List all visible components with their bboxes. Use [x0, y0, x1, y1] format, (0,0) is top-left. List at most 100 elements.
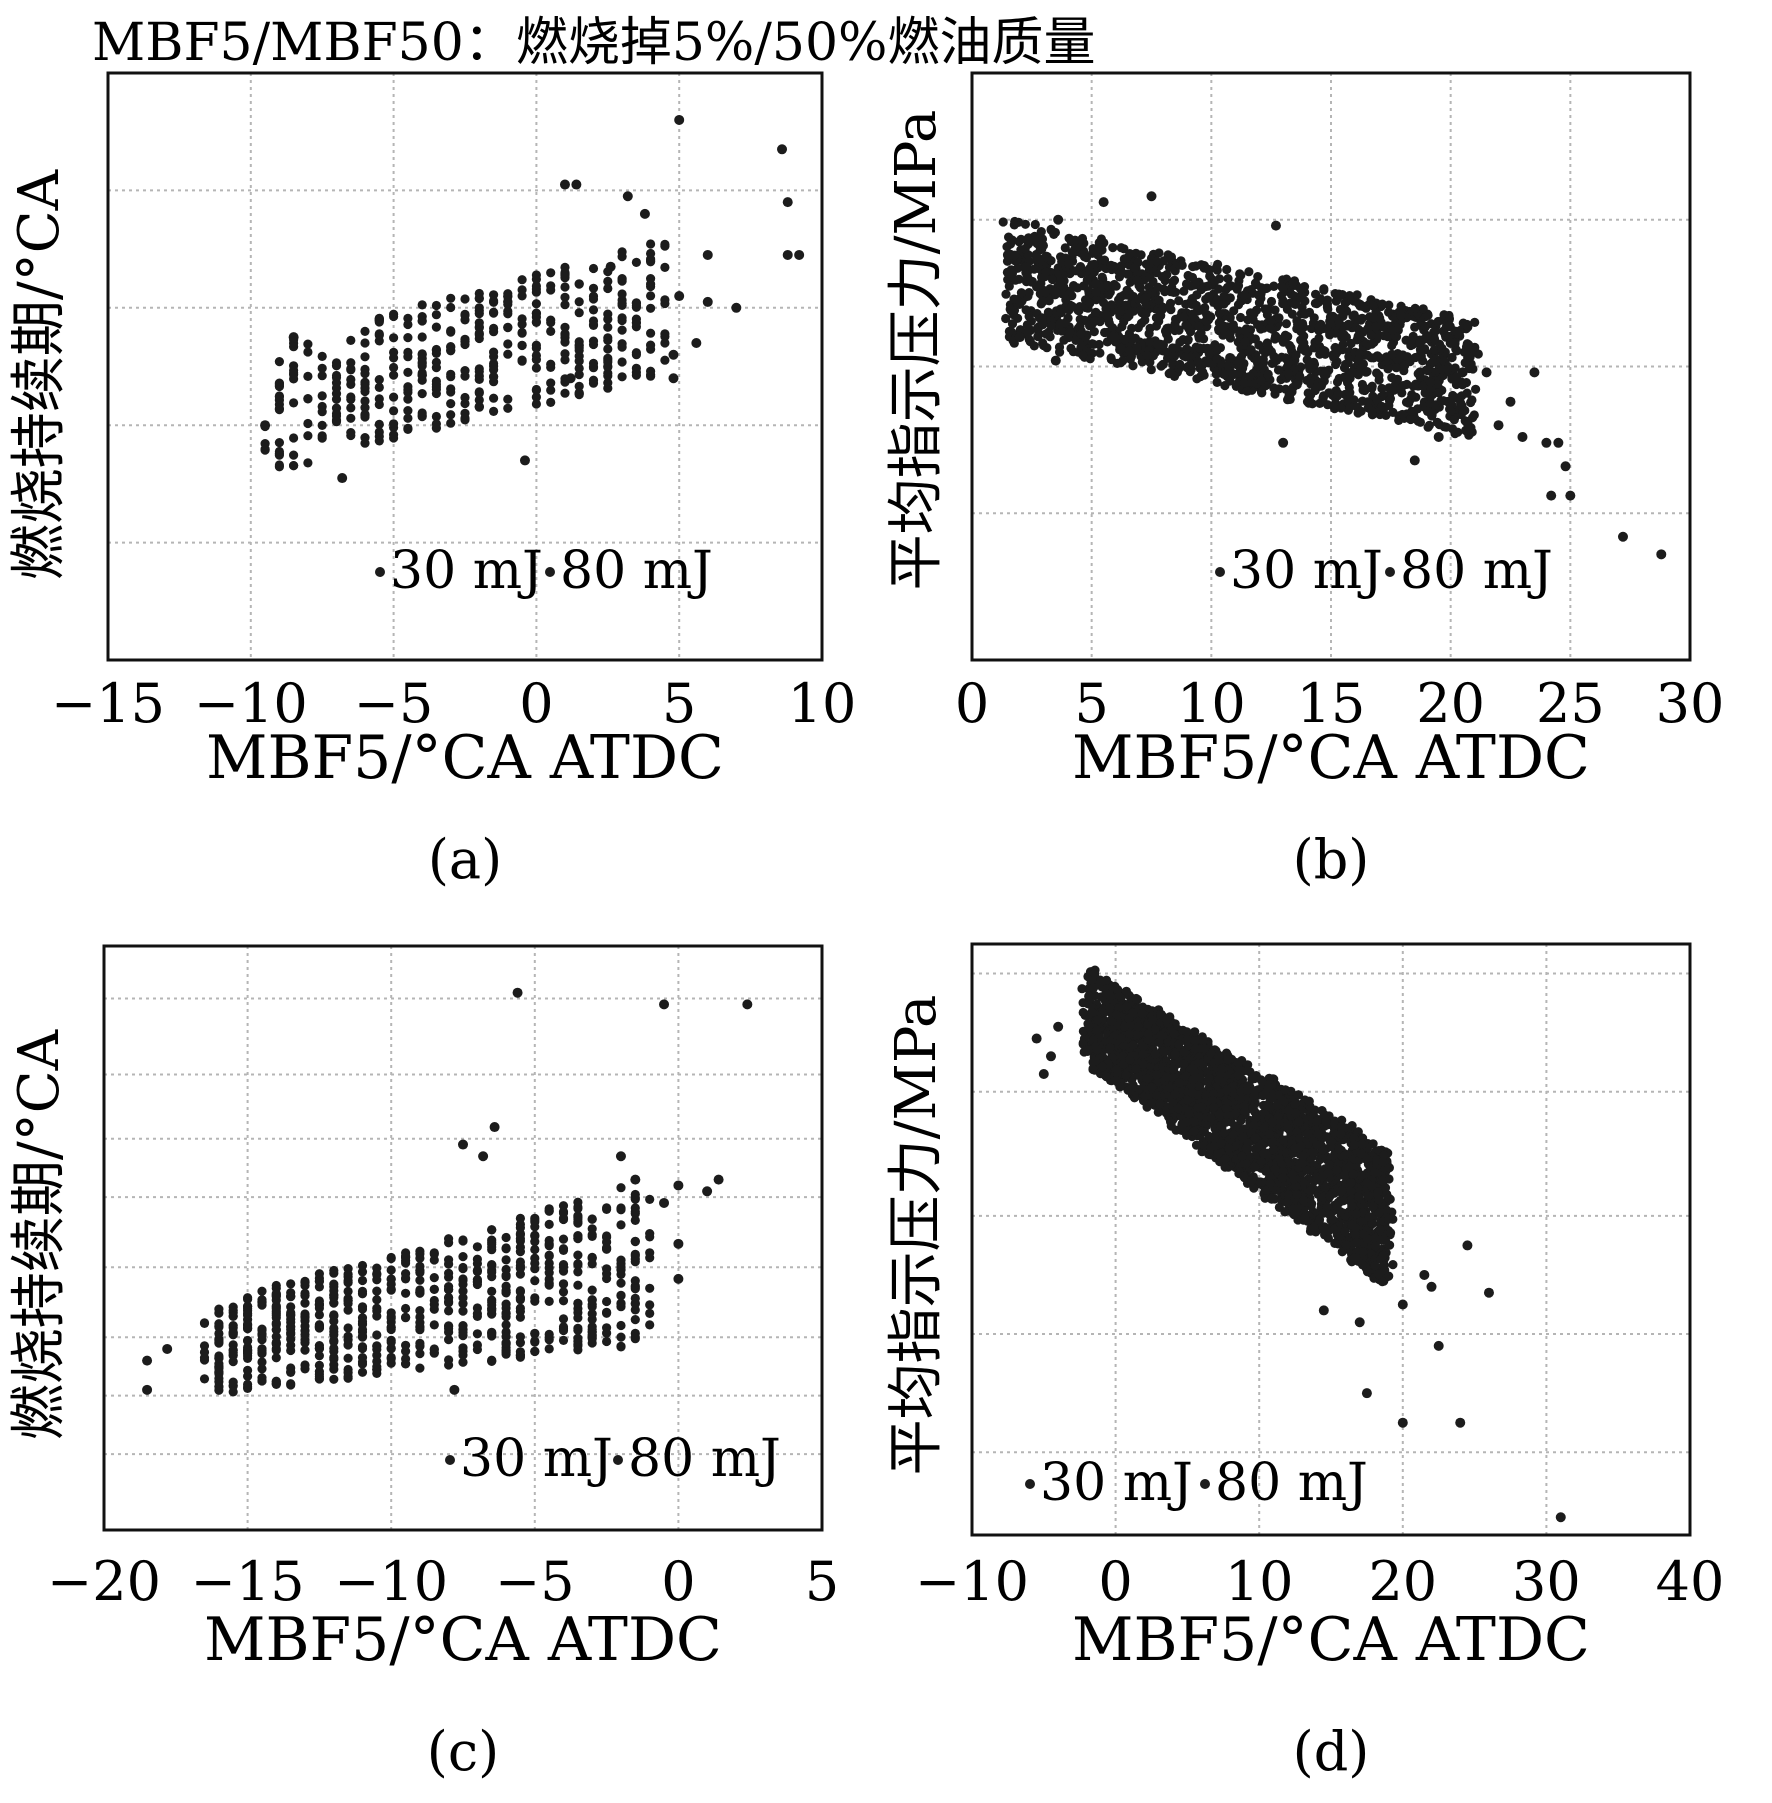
y-axis-label: 燃烧持续期/°CA: [7, 1029, 72, 1440]
data-point: [1120, 334, 1130, 345]
data-point: [630, 1174, 641, 1185]
data-point: [1225, 333, 1235, 343]
data-point: [702, 1186, 713, 1197]
data-point: [558, 1207, 569, 1217]
data-point: [565, 373, 576, 384]
data-point: [257, 1325, 267, 1335]
data-point: [1156, 361, 1166, 371]
data-point: [794, 249, 805, 260]
data-point: [243, 1348, 253, 1358]
data-point: [1067, 301, 1077, 311]
panel-label: (c): [427, 1720, 499, 1783]
data-point: [1356, 1171, 1366, 1181]
data-point: [243, 1379, 253, 1389]
data-point: [1067, 247, 1077, 257]
data-point: [1364, 1191, 1374, 1201]
data-point: [460, 413, 470, 423]
data-point: [646, 279, 656, 289]
data-point: [1457, 401, 1467, 411]
data-point: [573, 1336, 583, 1346]
data-point: [1179, 312, 1189, 322]
data-point: [289, 368, 299, 378]
data-point: [558, 1244, 569, 1254]
data-point: [616, 1255, 626, 1265]
data-point: [1152, 256, 1162, 266]
data-point: [289, 461, 299, 471]
data-point: [372, 1344, 382, 1354]
data-point: [314, 1310, 324, 1320]
data-point: [1384, 396, 1395, 406]
data-point: [300, 1360, 310, 1370]
data-point: [1024, 235, 1034, 245]
data-point: [1421, 321, 1431, 331]
data-point: [603, 371, 613, 381]
data-point: [1070, 235, 1080, 245]
data-point: [546, 281, 556, 291]
data-point: [199, 1341, 210, 1351]
data-point: [1002, 249, 1013, 260]
data-point: [515, 1286, 526, 1296]
data-point: [446, 418, 456, 428]
data-point: [1236, 312, 1246, 323]
data-point: [1124, 346, 1135, 356]
data-point: [1314, 333, 1324, 343]
data-point: [489, 406, 499, 416]
data-point: [617, 325, 627, 335]
data-point: [243, 1323, 253, 1334]
data-point: [1278, 299, 1288, 309]
data-point: [271, 1310, 281, 1320]
data-point: [389, 309, 399, 319]
data-point: [530, 1276, 540, 1286]
data-point: [303, 347, 313, 357]
data-point: [1116, 343, 1126, 353]
data-point: [403, 423, 413, 433]
data-point: [489, 372, 499, 382]
data-point: [401, 1251, 411, 1261]
data-point: [1107, 323, 1118, 333]
data-point: [386, 1322, 396, 1332]
data-point: [646, 340, 656, 350]
data-point: [1098, 197, 1109, 208]
data-point: [501, 1309, 511, 1319]
scatter-points: [260, 114, 805, 484]
data-point: [1397, 409, 1407, 420]
data-point: [1283, 368, 1293, 378]
plot-frame: [970, 71, 1692, 662]
data-point: [487, 1297, 497, 1307]
data-point: [558, 1314, 569, 1324]
data-point: [331, 389, 342, 399]
data-point: [1250, 334, 1260, 344]
data-point: [329, 1311, 339, 1321]
data-point: [228, 1387, 238, 1397]
data-point: [337, 473, 348, 484]
legend: 30 mJ 80 mJ: [1215, 541, 1553, 601]
data-point: [1156, 311, 1166, 321]
data-point: [389, 419, 399, 429]
data-point: [199, 1318, 210, 1328]
data-point: [1174, 325, 1184, 335]
data-point: [1319, 285, 1329, 295]
data-point: [1162, 323, 1172, 333]
data-point: [401, 1340, 411, 1350]
data-point: [1299, 331, 1309, 341]
data-point: [1116, 243, 1126, 253]
data-point: [587, 1331, 597, 1341]
data-point: [1373, 1269, 1383, 1279]
data-point: [343, 1286, 353, 1296]
data-point: [487, 1261, 497, 1271]
data-point: [389, 333, 399, 343]
data-point: [142, 1384, 153, 1395]
data-point: [1009, 220, 1019, 230]
data-point: [1407, 406, 1417, 416]
data-point: [1396, 383, 1406, 393]
data-point: [1429, 334, 1440, 344]
data-point: [501, 1244, 511, 1254]
data-point: [530, 1215, 540, 1225]
data-point: [1300, 309, 1310, 319]
data-point: [1289, 291, 1299, 301]
data-point: [460, 398, 470, 409]
data-point: [1248, 1072, 1258, 1082]
data-point: [487, 1304, 497, 1314]
data-point: [1377, 299, 1387, 309]
data-point: [530, 1231, 540, 1241]
